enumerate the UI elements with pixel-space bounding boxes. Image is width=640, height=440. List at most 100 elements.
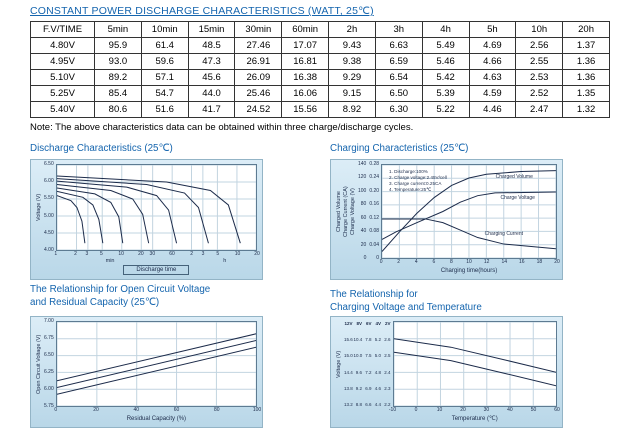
ocv-section-title-line1: The Relationship for Open Circuit Voltag… xyxy=(30,284,211,295)
charge-voltage-curve xyxy=(382,192,556,239)
cell: 6.63 xyxy=(374,37,423,54)
column-header: 10min xyxy=(140,21,189,38)
x-tick-label: 0 xyxy=(379,259,383,265)
discharge-y-ticks: 6.50 6.00 5.50 5.00 4.50 4.00 xyxy=(44,160,54,254)
cvt-section-title: The Relationship for Charging Voltage an… xyxy=(330,289,482,314)
discharge-plot-area xyxy=(55,164,257,251)
table-row: 5.25V 85.4 54.7 44.0 25.46 16.06 9.15 6.50 5.39 4… xyxy=(30,85,610,102)
cell: 48.5 xyxy=(187,37,236,54)
scale-table-row: 14.4 9.6 7.2 4.8 2.4 xyxy=(344,370,391,375)
cell: 4.46 xyxy=(468,101,517,118)
cell: 85.4 xyxy=(94,85,142,102)
cell: 61.4 xyxy=(140,37,189,54)
x-tick-label: 60 xyxy=(554,407,560,413)
scale-cell: 7.8 xyxy=(365,337,372,343)
cvt-section-title-line2: Charging Voltage and Temperature xyxy=(330,301,482,313)
x-tick-label: 30 xyxy=(483,407,490,413)
charging-voltage-temperature-chart: Voltage (V) 12V 8V 6V 4V 2V 15.6 10.4 7.8 5.2 2.6 1… xyxy=(330,316,563,428)
cell: 59.6 xyxy=(140,53,189,70)
x-tick-label: 10 xyxy=(234,251,241,257)
column-header: F.V/TIME xyxy=(30,21,95,38)
row-header: 4.80V xyxy=(30,37,95,54)
cell: 6.54 xyxy=(374,69,423,86)
column-header: 20h xyxy=(562,21,610,38)
cell: 4.63 xyxy=(468,69,517,86)
column-header: 10h xyxy=(515,21,564,38)
ocv-line-middle-curve xyxy=(57,340,256,387)
column-header: 30min xyxy=(234,21,283,38)
voltage-v-axis-label: Voltage (V) xyxy=(36,193,42,222)
charged-volume-axis-label: Charged Volume xyxy=(336,191,342,232)
cell: 95.9 xyxy=(94,37,142,54)
scale-cell: 5.0 xyxy=(374,353,381,359)
cvt-x-axis-label: Temperature (℃) xyxy=(393,415,558,423)
scale-cell: 2.5 xyxy=(384,353,391,359)
cell: 54.7 xyxy=(140,85,189,102)
charging-plot-column: Charged Volume Charge Voltage Charging Cur… xyxy=(379,164,560,275)
charge-voltage-label: Charge Voltage xyxy=(500,194,535,201)
x-tick-label: 8 xyxy=(450,259,453,265)
x-tick-label: 60 xyxy=(173,407,180,413)
cell: 5.22 xyxy=(421,101,470,118)
charge-voltage-v-axis-label: Charge Voltage (V) xyxy=(350,188,356,235)
cvt-plot-svg xyxy=(394,322,557,406)
scale-cell: 2.6 xyxy=(384,337,391,343)
charging-voltage-upper-curve xyxy=(394,339,557,373)
x-tick-label: 40 xyxy=(133,407,140,413)
charging-x-axis-label-text: Charging time(hours) xyxy=(440,268,498,274)
x-tick-label: 2 xyxy=(397,259,401,265)
constant-power-table: F.V/TIME 5min 10min 15min 30min 60min 2h 3h 4h 5h… xyxy=(30,21,610,118)
x-tick-label: 40 xyxy=(507,407,513,413)
scale-table-row: 15.0 10.0 7.5 5.0 2.5 xyxy=(344,353,391,358)
x-tick-label: 1 xyxy=(54,251,58,257)
ocv-x-ticks: 0 20 40 60 80 100 xyxy=(54,407,261,414)
row-header: 5.40V xyxy=(30,101,95,118)
charging-y-ticks: 140 120 100 80 60 40 20 0 xyxy=(358,160,367,262)
legend-entry: 4. Temperature:25℃ xyxy=(389,187,432,193)
scale-cell: 6.9 xyxy=(365,385,372,391)
ocv-y-ticks: 7.00 6.75 6.50 6.25 6.00 5.75 xyxy=(44,317,54,410)
x-tick-label: 0 xyxy=(54,407,58,413)
x-tick-label: 50 xyxy=(530,407,537,413)
cell: 9.43 xyxy=(328,37,376,54)
column-header: 2h xyxy=(328,21,376,38)
discharge-characteristics-chart: Voltage (V) 6.50 6.00 5.50 5.00 4.50 4.00 1 2 3 5 1… xyxy=(30,159,263,280)
x-tick-label: -10 xyxy=(388,407,397,413)
cell: 16.81 xyxy=(281,53,330,70)
discharge-left-axis: Voltage (V) 6.50 6.00 5.50 5.00 4.50 4.00 xyxy=(36,160,56,275)
scale-cell: 7.2 xyxy=(365,369,372,375)
rate-curve-1-curve xyxy=(57,196,85,244)
rate-curve-2-curve xyxy=(57,191,103,243)
x-tick-label: 20 xyxy=(254,251,260,257)
cell: 9.15 xyxy=(328,85,376,102)
cvt-plot-column: -10 0 10 20 30 40 50 60 Temperature (℃) xyxy=(389,321,560,423)
cell: 93.0 xyxy=(94,53,142,70)
cell: 2.52 xyxy=(515,85,564,102)
cell: 16.06 xyxy=(281,85,330,102)
cell: 9.38 xyxy=(328,53,376,70)
rate-curve-4-curve xyxy=(57,185,149,244)
table-row: 4.80V 95.9 61.4 48.5 27.46 17.07 9.43 6.63 5.49 4… xyxy=(30,37,610,54)
cell: 6.50 xyxy=(374,85,423,102)
scale-cell: 4.4 xyxy=(374,401,381,407)
cell: 1.36 xyxy=(562,69,610,86)
x-tick-label: 80 xyxy=(213,407,220,413)
cell: 1.37 xyxy=(562,37,610,54)
cvt-x-axis-label-text: Temperature (℃) xyxy=(451,416,498,422)
cvt-section-title-line1: The Relationship for xyxy=(330,289,418,300)
x-tick-label: 100 xyxy=(252,407,262,413)
cell: 26.91 xyxy=(234,53,283,70)
ocv-x-axis-label-text: Residual Capacity (%) xyxy=(126,416,187,422)
x-tick-label: 18 xyxy=(536,259,543,265)
legend-entry: 2. Charge voltage:2.45V/cell xyxy=(389,174,447,180)
min-unit-label: min xyxy=(105,258,115,264)
cell: 89.2 xyxy=(94,69,142,86)
scale-cell: 2.3 xyxy=(384,385,391,391)
charging-plot-area: Charged Volume Charge Voltage Charging Cur… xyxy=(381,164,557,259)
h-unit-label: h xyxy=(223,258,227,264)
column-header: 5min xyxy=(94,21,142,38)
cell: 24.52 xyxy=(234,101,283,118)
cell: 17.07 xyxy=(281,37,330,54)
x-tick-label: 10 xyxy=(466,259,472,265)
cell: 15.56 xyxy=(281,101,330,118)
